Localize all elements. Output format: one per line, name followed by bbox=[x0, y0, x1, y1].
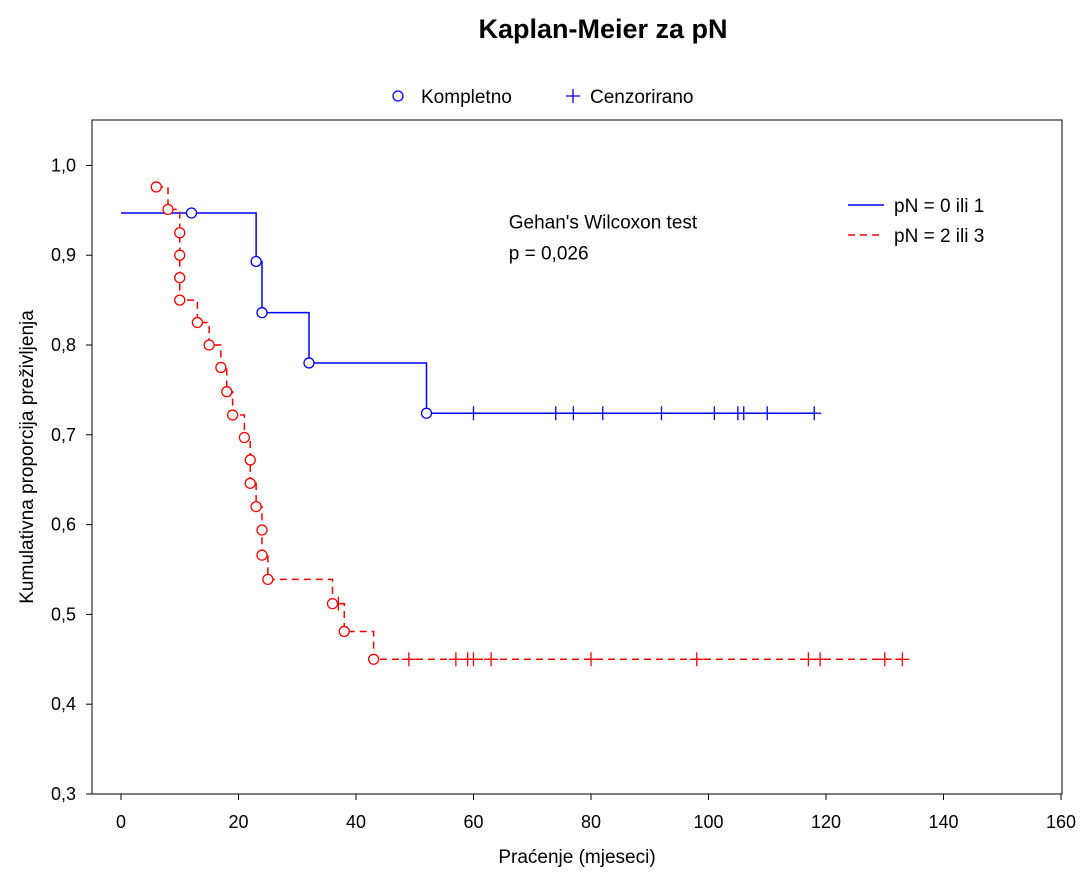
y-tick-label: 0,7 bbox=[51, 425, 76, 445]
censored-marker bbox=[707, 406, 722, 421]
y-tick-label: 0,8 bbox=[51, 335, 76, 355]
y-tick-label: 0,6 bbox=[51, 515, 76, 535]
annotation-p-value: p = 0,026 bbox=[509, 243, 589, 264]
event-marker bbox=[174, 271, 186, 284]
censored-marker bbox=[895, 652, 910, 667]
event-marker bbox=[303, 357, 315, 369]
event-marker bbox=[420, 407, 433, 419]
x-axis-label: Praćenje (mjeseci) bbox=[498, 847, 655, 868]
event-marker bbox=[238, 431, 251, 444]
annotation-test-name: Gehan's Wilcoxon test bbox=[509, 212, 698, 233]
event-marker bbox=[221, 386, 233, 398]
censored-marker bbox=[595, 406, 610, 421]
chart-title: Kaplan-Meier za pN bbox=[478, 14, 727, 44]
event-marker bbox=[174, 227, 186, 239]
y-tick-label: 0,3 bbox=[51, 784, 76, 804]
x-tick-label: 80 bbox=[581, 812, 601, 832]
censored-marker bbox=[654, 406, 669, 421]
event-marker bbox=[262, 573, 274, 586]
censored-marker bbox=[736, 406, 751, 421]
event-marker bbox=[174, 294, 186, 306]
series-0-curve bbox=[121, 212, 815, 414]
legend-censored-label: Cenzorirano bbox=[590, 87, 694, 108]
x-tick-label: 140 bbox=[928, 812, 958, 832]
plot-frame bbox=[91, 119, 1063, 795]
event-marker bbox=[367, 653, 380, 665]
event-marker bbox=[203, 339, 215, 351]
x-tick-label: 100 bbox=[693, 812, 723, 832]
event-marker bbox=[191, 316, 204, 329]
series-legend: pN = 0 ili 1 pN = 2 ili 3 bbox=[848, 196, 984, 247]
event-marker bbox=[338, 625, 350, 638]
event-marker bbox=[162, 203, 174, 216]
event-marker bbox=[256, 549, 268, 561]
event-marker bbox=[226, 409, 239, 421]
censored-marker bbox=[813, 652, 828, 667]
event-marker bbox=[174, 249, 186, 261]
marker-legend: Kompletno Cenzorirano bbox=[392, 87, 694, 108]
event-marker bbox=[244, 454, 256, 466]
legend-complete-marker bbox=[392, 90, 404, 102]
censored-marker bbox=[448, 652, 463, 667]
censored-marker bbox=[548, 406, 563, 421]
x-tick-label: 40 bbox=[346, 812, 366, 832]
censored-marker bbox=[466, 406, 481, 421]
y-axis-label: Kumulativna proporcija preživljenja bbox=[17, 310, 38, 604]
legend-series-0-label: pN = 0 ili 1 bbox=[894, 196, 984, 217]
series-layer bbox=[121, 181, 910, 667]
censored-marker bbox=[466, 652, 481, 667]
x-tick-label: 60 bbox=[463, 812, 483, 832]
x-tick-label: 20 bbox=[228, 812, 248, 832]
legend-series-1-label: pN = 2 ili 3 bbox=[894, 226, 984, 247]
y-tick-label: 0,4 bbox=[51, 694, 76, 714]
y-tick-label: 0,9 bbox=[51, 245, 76, 265]
y-tick-label: 1,0 bbox=[51, 155, 76, 175]
event-marker bbox=[256, 307, 268, 319]
censored-marker bbox=[760, 406, 775, 421]
event-marker bbox=[256, 524, 268, 536]
event-marker bbox=[250, 500, 262, 513]
x-tick-label: 0 bbox=[116, 812, 126, 832]
censored-marker bbox=[401, 652, 416, 667]
x-tick-label: 120 bbox=[811, 812, 841, 832]
y-tick-label: 0,5 bbox=[51, 604, 76, 624]
censored-marker bbox=[689, 652, 704, 667]
x-axis: 0 20 40 60 80 100 120 140 160 bbox=[116, 794, 1076, 832]
censored-marker bbox=[484, 652, 499, 667]
event-marker bbox=[244, 477, 256, 489]
event-marker bbox=[215, 361, 227, 374]
event-marker bbox=[326, 597, 339, 610]
event-marker bbox=[185, 207, 198, 219]
y-axis: 0,3 0,4 0,5 0,6 0,7 0,8 0,9 1,0 bbox=[51, 155, 92, 804]
event-marker bbox=[250, 255, 262, 268]
censored-marker bbox=[801, 652, 816, 667]
test-annotation: Gehan's Wilcoxon test p = 0,026 bbox=[509, 212, 698, 264]
event-marker bbox=[150, 181, 162, 193]
censored-marker bbox=[807, 406, 822, 421]
legend-censored-marker bbox=[566, 89, 580, 103]
censored-marker bbox=[584, 652, 598, 667]
censored-marker bbox=[566, 406, 581, 421]
legend-complete-label: Kompletno bbox=[421, 87, 512, 108]
x-tick-label: 160 bbox=[1046, 812, 1076, 832]
censored-marker bbox=[877, 652, 892, 667]
